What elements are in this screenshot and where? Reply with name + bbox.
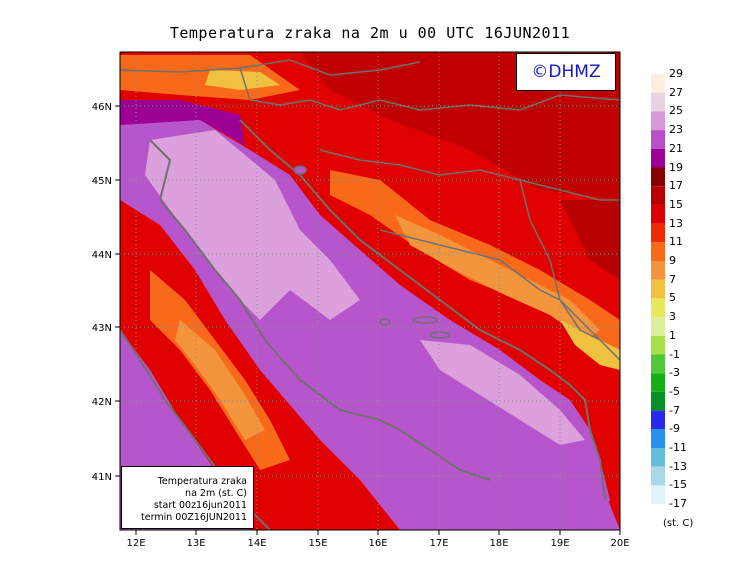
map-title: Temperatura zraka na 2m u 00 UTC 16JUN20… <box>169 24 571 42</box>
legend-swatch <box>651 186 665 205</box>
legend-swatch <box>651 429 665 448</box>
x-tick-label: 17E <box>429 538 448 549</box>
legend-label: 25 <box>669 104 683 118</box>
x-tick-label: 13E <box>186 538 205 549</box>
info-line: Temperatura zraka <box>157 476 247 487</box>
border-serbia <box>519 179 561 301</box>
legend-label: 7 <box>669 272 676 286</box>
sea-adriatic-south-warm <box>420 340 585 445</box>
info-line: na 2m (st. C) <box>185 488 247 499</box>
legend-label: -15 <box>669 478 687 492</box>
legend-swatch <box>651 373 665 392</box>
plot-frame <box>119 51 621 531</box>
legend-label: -11 <box>669 441 687 454</box>
legend-label: -1 <box>669 347 680 361</box>
legend-label: -7 <box>669 403 680 417</box>
y-tick-label: 43N <box>92 323 112 334</box>
legend-swatch <box>651 410 665 430</box>
sea-north-band <box>120 100 245 145</box>
legend-swatch <box>651 148 665 168</box>
tick-marks <box>115 105 621 535</box>
legend-swatch <box>651 261 665 280</box>
legend-label: 17 <box>669 179 683 193</box>
legend-label: -3 <box>669 366 680 380</box>
legend-swatch <box>651 111 665 131</box>
island <box>429 331 451 339</box>
legend-label: 15 <box>669 197 683 211</box>
border-bosnia-south <box>379 229 601 341</box>
legend-swatch <box>651 466 665 486</box>
x-tick-label: 14E <box>247 538 266 549</box>
legend-colorbar <box>651 74 665 505</box>
coast-croatia <box>239 119 606 501</box>
legend-label: -13 <box>669 459 687 473</box>
legend-label: 23 <box>669 123 683 137</box>
legend-label: -17 <box>669 497 687 511</box>
legend-label: 1 <box>669 328 676 342</box>
legend-label: 29 <box>669 67 683 80</box>
info-line: start 00z16jun2011 <box>153 500 247 511</box>
x-tick-label: 18E <box>489 538 508 549</box>
island <box>412 316 438 324</box>
legend-label: 9 <box>669 254 676 267</box>
island <box>379 318 391 326</box>
border-montenegro <box>559 299 620 361</box>
sea-ionian <box>500 460 620 530</box>
legend-swatch <box>651 242 665 261</box>
x-tick-label: 16E <box>368 538 387 549</box>
info-line: termin 00Z16JUN2011 <box>141 512 247 523</box>
coast-italy <box>149 139 491 481</box>
legend-label: 5 <box>669 291 676 305</box>
legend-swatch <box>651 279 665 299</box>
y-tick-label: 46N <box>92 102 112 113</box>
legend-label: -5 <box>669 384 680 398</box>
legend-swatch <box>651 74 665 93</box>
legend-swatch <box>651 298 665 318</box>
border-north <box>120 59 421 76</box>
legend-label: 13 <box>669 216 683 230</box>
sea-adriatic-warm <box>145 130 360 320</box>
legend-swatch <box>651 335 665 355</box>
legend-swatch <box>651 204 665 224</box>
legend-swatch <box>651 354 665 374</box>
legend-swatch <box>651 485 665 505</box>
map-field <box>120 52 620 530</box>
legend-label: -9 <box>669 422 680 436</box>
x-tick-label: 15E <box>308 538 327 549</box>
legend-label: 19 <box>669 160 683 174</box>
land-italy-mountains-hi <box>175 320 265 440</box>
dhmz-logo: ©DHMZ <box>516 53 616 91</box>
legend-label: 3 <box>669 310 676 324</box>
legend-swatch <box>651 167 665 187</box>
legend-unit: (st. C) <box>663 518 694 529</box>
legend-label: 27 <box>669 85 683 99</box>
border-slovenia <box>239 67 620 111</box>
land-band-yellow <box>560 320 620 370</box>
graticule <box>120 52 620 530</box>
x-tick-label: 19E <box>550 538 569 549</box>
legend-label: 21 <box>669 141 683 155</box>
legend-swatch <box>651 317 665 336</box>
legend-swatch <box>651 223 665 243</box>
y-axis-labels: 46N 45N 44N 43N 42N 41N <box>92 102 112 483</box>
y-tick-label: 44N <box>92 250 112 261</box>
legend-label: 11 <box>669 235 683 249</box>
x-tick-label: 20E <box>610 538 629 549</box>
legend-swatch <box>651 391 665 411</box>
x-tick-label: 12E <box>126 538 145 549</box>
land-band-alps-hi <box>205 70 280 90</box>
legend-swatch <box>651 92 665 112</box>
info-box: Temperatura zraka na 2m (st. C) start 00… <box>121 466 254 529</box>
border-bosnia <box>319 149 620 201</box>
x-axis-labels: 12E 13E 14E 15E 16E 17E 18E 19E 20E <box>126 538 629 549</box>
y-tick-label: 42N <box>92 397 112 408</box>
land-dark-east <box>560 200 620 280</box>
legend-swatch <box>651 130 665 149</box>
y-tick-label: 45N <box>92 176 112 187</box>
legend-swatch <box>651 448 665 467</box>
y-tick-label: 41N <box>92 472 112 483</box>
island <box>293 165 307 175</box>
